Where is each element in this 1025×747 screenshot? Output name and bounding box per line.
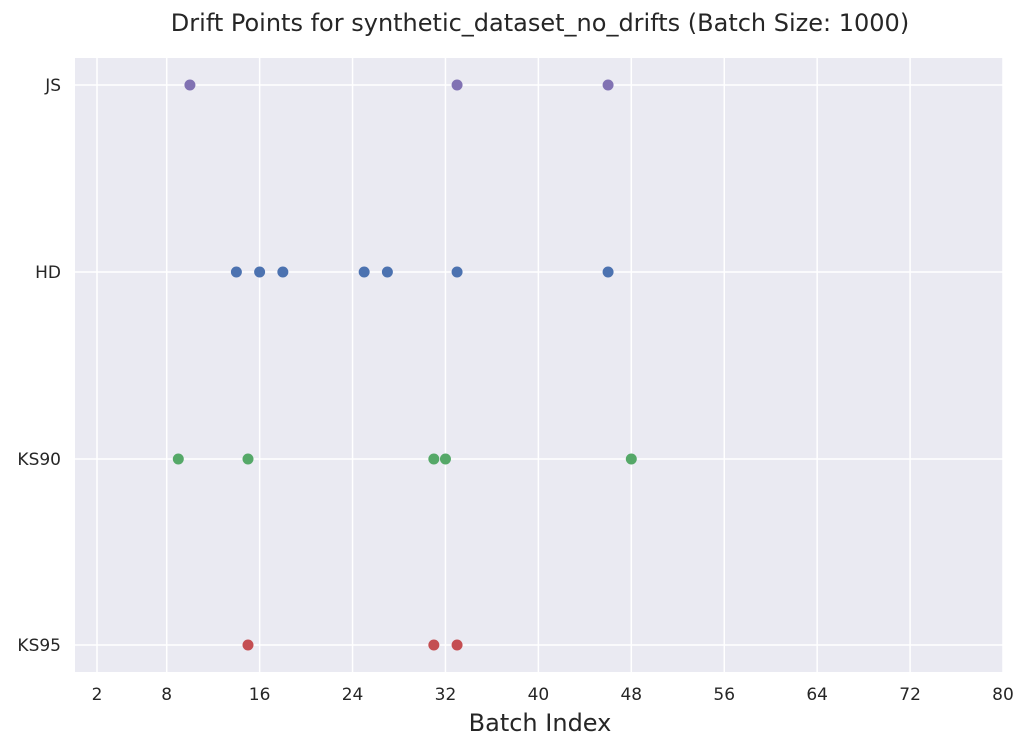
x-tick-label: 80 xyxy=(992,685,1014,705)
y-tick-label: JS xyxy=(44,76,61,96)
data-point-ks90 xyxy=(439,453,451,465)
data-point-ks95 xyxy=(451,639,463,651)
data-point-hd xyxy=(254,266,266,278)
data-point-ks90 xyxy=(242,453,254,465)
data-point-js xyxy=(602,79,614,91)
chart-title: Drift Points for synthetic_dataset_no_dr… xyxy=(171,9,909,37)
data-point-ks90 xyxy=(625,453,637,465)
y-tick-label: KS90 xyxy=(17,450,61,470)
data-point-ks95 xyxy=(428,639,440,651)
x-tick-label: 32 xyxy=(435,685,457,705)
x-tick-label: 48 xyxy=(620,685,642,705)
data-point-hd xyxy=(381,266,393,278)
x-tick-label: 24 xyxy=(342,685,364,705)
data-point-ks95 xyxy=(242,639,254,651)
data-point-hd xyxy=(358,266,370,278)
x-tick-label: 72 xyxy=(899,685,921,705)
x-tick-label: 40 xyxy=(528,685,550,705)
data-point-hd xyxy=(451,266,463,278)
x-tick-label: 8 xyxy=(161,685,172,705)
x-tick-label: 56 xyxy=(713,685,735,705)
gridlines xyxy=(75,58,1004,672)
data-point-hd xyxy=(230,266,242,278)
x-tick-label: 16 xyxy=(249,685,271,705)
data-point-hd xyxy=(602,266,614,278)
data-point-js xyxy=(451,79,463,91)
x-axis-label: Batch Index xyxy=(469,709,612,737)
data-point-ks90 xyxy=(172,453,184,465)
data-points xyxy=(172,79,637,651)
tick-labels: 2 8 16 24 32 40 48 56 64 72 80 KS95 KS90 HD JS xyxy=(17,76,1013,705)
data-point-ks90 xyxy=(428,453,440,465)
data-point-js xyxy=(184,79,196,91)
x-tick-label: 2 xyxy=(92,685,103,705)
x-tick-label: 64 xyxy=(806,685,828,705)
y-tick-label: HD xyxy=(35,263,61,283)
data-point-hd xyxy=(277,266,289,278)
y-tick-label: KS95 xyxy=(17,636,61,656)
